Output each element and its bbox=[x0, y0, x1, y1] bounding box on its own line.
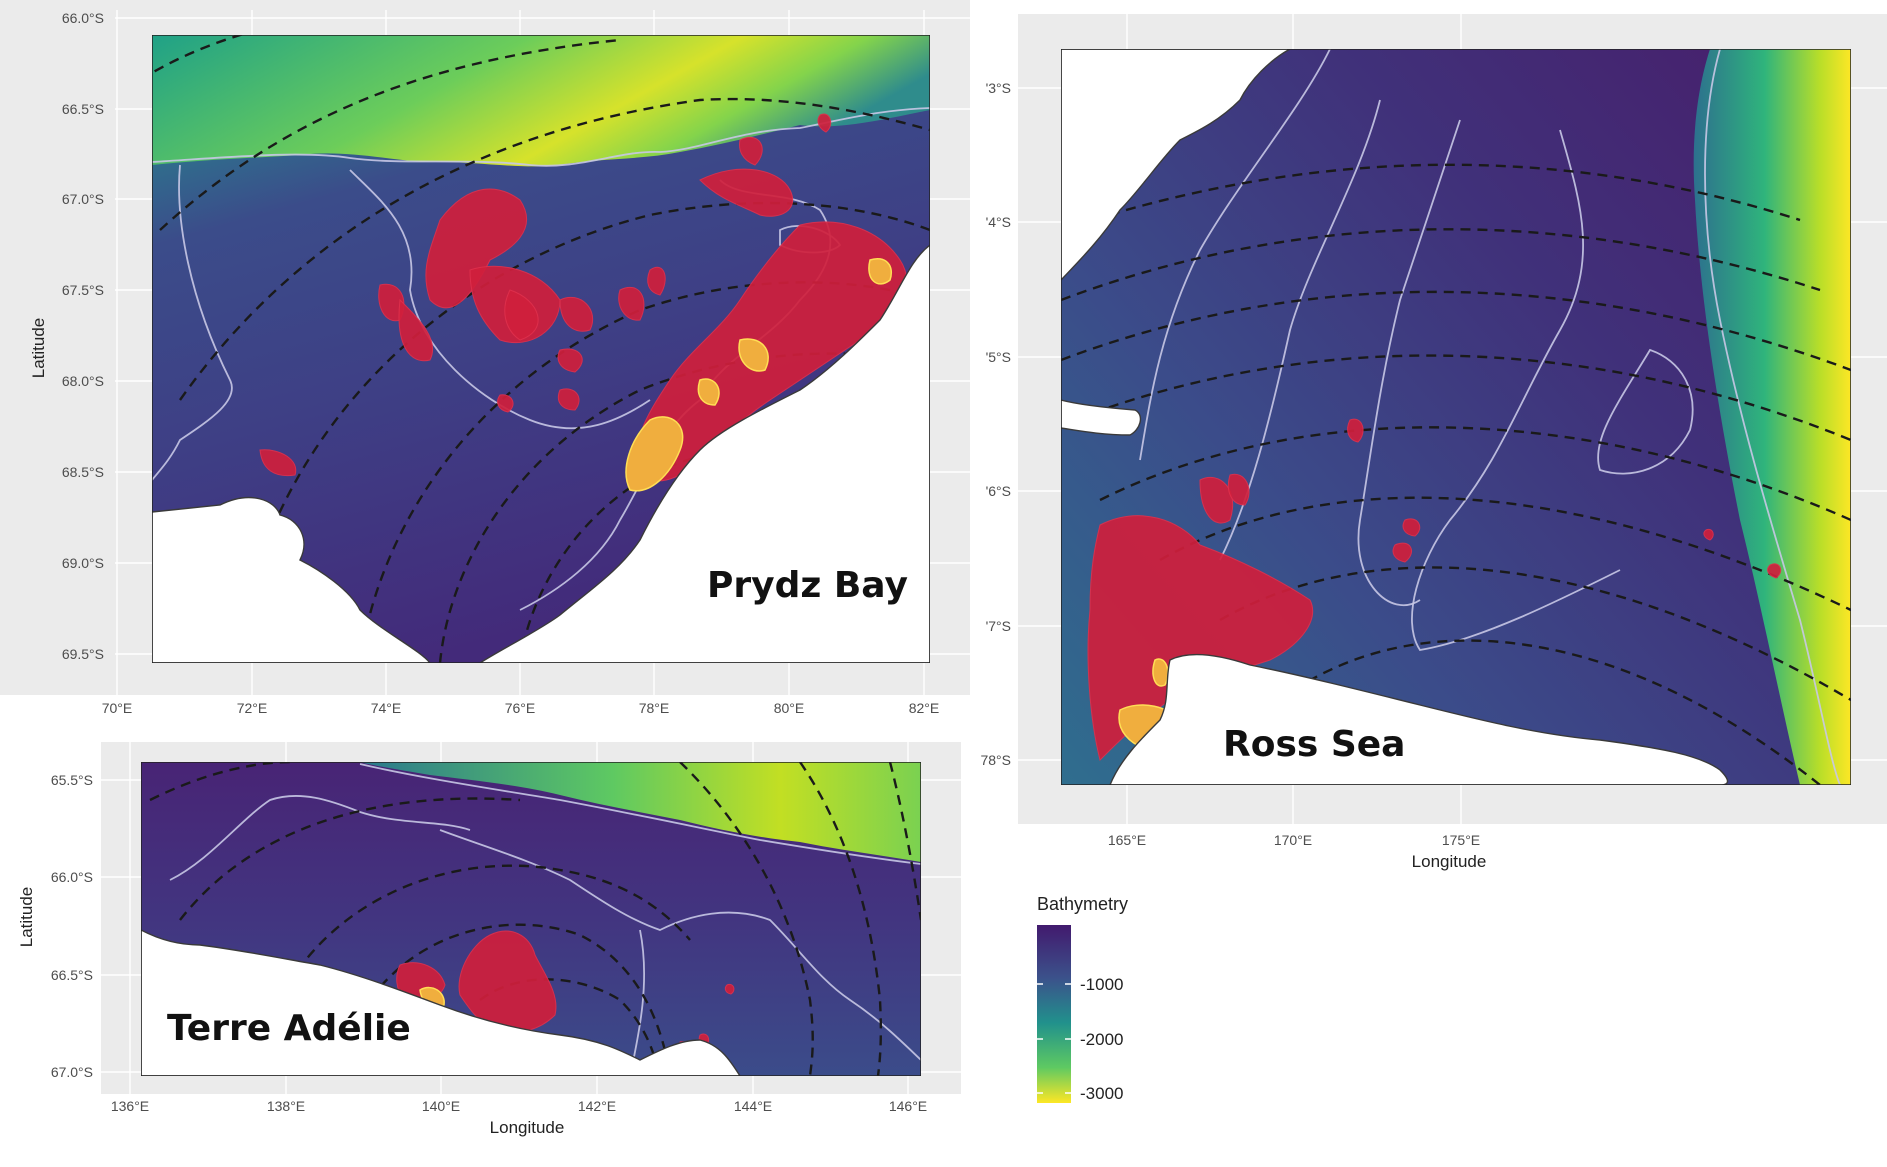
ross-map bbox=[1061, 49, 1851, 785]
prydz-habitat-core bbox=[625, 258, 892, 492]
prydz-x-tick: 70°E bbox=[102, 700, 133, 716]
adelie-y-axis-label: Latitude bbox=[17, 887, 36, 948]
prydz-x-tick: 80°E bbox=[774, 700, 805, 716]
prydz-x-tick: 76°E bbox=[505, 700, 536, 716]
adelie-land bbox=[141, 929, 741, 1076]
adelie-y-tick: 66.0°S bbox=[51, 869, 93, 885]
prydz-y-axis: 66.0°S 66.5°S 67.0°S 67.5°S 68.0°S 68.5°… bbox=[29, 10, 104, 662]
ross-y-tick: '6°S bbox=[986, 483, 1011, 499]
ross-contour-shelf-break bbox=[1704, 49, 1841, 785]
adelie-x-tick: 144°E bbox=[734, 1098, 772, 1114]
ross-ice-shelf bbox=[1109, 653, 1729, 785]
adelie-contour-b bbox=[439, 829, 921, 1061]
ross-x-axis: 165°E 170°E 175°E Longitude bbox=[1108, 832, 1486, 871]
ross-y-axis: '3°S '4°S '5°S '6°S '7°S 78°S bbox=[980, 80, 1011, 768]
adelie-x-tick: 138°E bbox=[267, 1098, 305, 1114]
ross-land-victoria bbox=[1061, 49, 1291, 282]
prydz-land-west bbox=[152, 496, 431, 663]
panel-ross-sea: '3°S '4°S '5°S '6°S '7°S 78°S 165°E 170°… bbox=[980, 14, 1887, 871]
adelie-habitat-red bbox=[396, 930, 735, 1051]
prydz-x-tick: 72°E bbox=[237, 700, 268, 716]
prydz-y-tick: 69.0°S bbox=[62, 555, 104, 571]
ross-y-tick: '5°S bbox=[986, 349, 1011, 365]
legend-tick-marks bbox=[1037, 983, 1071, 1094]
ross-ice-tongue bbox=[1061, 399, 1142, 436]
prydz-land-east bbox=[478, 244, 930, 663]
ross-habitat-red bbox=[1087, 418, 1782, 761]
adelie-map bbox=[141, 762, 921, 1076]
adelie-y-tick: 66.5°S bbox=[51, 967, 93, 983]
ross-contour-c bbox=[1357, 119, 1461, 607]
ross-x-tick: 165°E bbox=[1108, 832, 1146, 848]
legend-tick: -2000 bbox=[1080, 1030, 1123, 1049]
adelie-x-axis-label: Longitude bbox=[490, 1118, 565, 1137]
adelie-y-tick: 67.0°S bbox=[51, 1064, 93, 1080]
ross-x-tick: 175°E bbox=[1442, 832, 1480, 848]
panel-prydz-bay: 66.0°S 66.5°S 67.0°S 67.5°S 68.0°S 68.5°… bbox=[0, 0, 970, 716]
ross-y-tick: '7°S bbox=[986, 618, 1011, 634]
legend-title: Bathymetry bbox=[1037, 894, 1128, 914]
bathymetry-legend: Bathymetry -1000 -2000 -3000 bbox=[1037, 894, 1128, 1103]
prydz-x-tick: 82°E bbox=[909, 700, 940, 716]
legend-tick: -1000 bbox=[1080, 975, 1123, 994]
ross-contour-bank bbox=[1597, 348, 1694, 475]
adelie-x-axis: 136°E 138°E 140°E 142°E 144°E 146°E Long… bbox=[111, 1098, 927, 1137]
adelie-x-tick: 136°E bbox=[111, 1098, 149, 1114]
adelie-contour-a bbox=[169, 795, 471, 881]
prydz-y-tick: 66.5°S bbox=[62, 101, 104, 117]
adelie-x-tick: 140°E bbox=[422, 1098, 460, 1114]
prydz-region-label: Prydz Bay bbox=[707, 565, 908, 606]
ross-x-axis-label: Longitude bbox=[1412, 852, 1487, 871]
prydz-y-axis-label: Latitude bbox=[29, 318, 48, 379]
prydz-map bbox=[152, 35, 930, 663]
adelie-contour-shelf-break bbox=[359, 763, 921, 865]
adelie-y-axis: 65.5°S 66.0°S 66.5°S 67.0°S Latitude bbox=[17, 772, 93, 1080]
prydz-contour-west bbox=[152, 164, 233, 481]
ross-region-label: Ross Sea bbox=[1223, 724, 1405, 765]
adelie-x-tick: 142°E bbox=[578, 1098, 616, 1114]
prydz-contour-mid bbox=[349, 169, 651, 430]
ross-deep-ocean bbox=[1693, 49, 1851, 785]
ross-y-tick: '3°S bbox=[986, 80, 1011, 96]
ross-x-tick: 170°E bbox=[1274, 832, 1312, 848]
adelie-x-tick: 146°E bbox=[889, 1098, 927, 1114]
adelie-deep-ocean bbox=[360, 762, 921, 862]
ross-contour-a bbox=[1139, 49, 1331, 461]
panel-terre-adelie: 65.5°S 66.0°S 66.5°S 67.0°S Latitude 136… bbox=[17, 742, 961, 1137]
prydz-x-tick: 78°E bbox=[639, 700, 670, 716]
prydz-habitat-red bbox=[259, 113, 907, 482]
adelie-region-label: Terre Adélie bbox=[167, 1008, 411, 1049]
prydz-x-tick: 74°E bbox=[371, 700, 402, 716]
prydz-y-tick: 68.0°S bbox=[62, 373, 104, 389]
ross-y-tick: '4°S bbox=[986, 214, 1011, 230]
prydz-contour-shelf-break bbox=[152, 107, 930, 167]
legend-tick: -3000 bbox=[1080, 1084, 1123, 1103]
prydz-y-tick: 68.5°S bbox=[62, 464, 104, 480]
ross-y-tick: 78°S bbox=[980, 752, 1011, 768]
prydz-deep-ocean bbox=[152, 35, 930, 167]
legend-colorbar bbox=[1037, 925, 1071, 1103]
prydz-x-axis: 70°E 72°E 74°E 76°E 78°E 80°E 82°E bbox=[102, 700, 940, 716]
prydz-y-tick: 69.5°S bbox=[62, 646, 104, 662]
prydz-y-tick: 67.0°S bbox=[62, 191, 104, 207]
adelie-y-tick: 65.5°S bbox=[51, 772, 93, 788]
ross-contour-d bbox=[1411, 129, 1621, 651]
prydz-y-tick: 67.5°S bbox=[62, 282, 104, 298]
prydz-y-tick: 66.0°S bbox=[62, 10, 104, 26]
